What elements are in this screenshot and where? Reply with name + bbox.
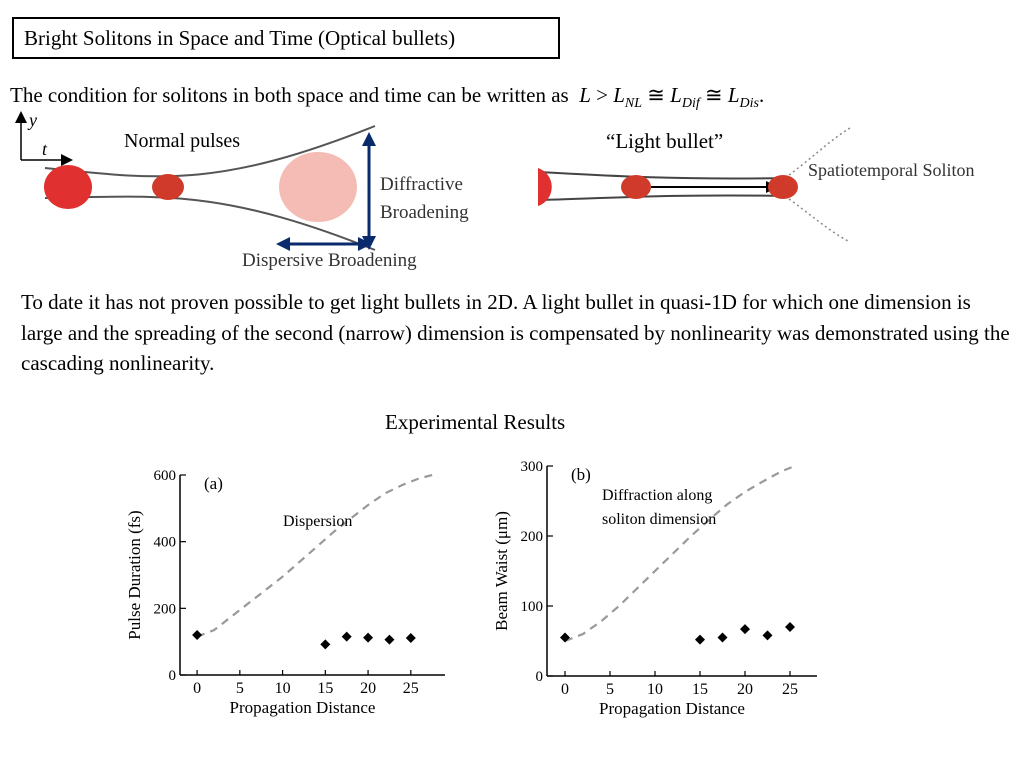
data-point bbox=[785, 622, 795, 632]
dispersive-arrow-head-left bbox=[276, 237, 290, 251]
data-point bbox=[560, 632, 570, 643]
beam-upper-envelope bbox=[44, 125, 376, 178]
x-tick-label: 0 bbox=[561, 681, 569, 698]
x-tick-label: 15 bbox=[692, 681, 708, 698]
diffractive-label-2: Broadening bbox=[380, 202, 469, 223]
chart-a: 0 200 400 600 0 5 10 15 20 25 (a) Propagation Dista… bbox=[125, 468, 445, 717]
body-paragraph: To date it has not proven possible to ge… bbox=[21, 290, 1010, 375]
y-axis-label: Pulse Duration (fs) bbox=[125, 510, 144, 639]
trend-dashed-curve bbox=[564, 464, 795, 643]
soliton-condition-equation: L > LNL ≅ LDif ≅ LDis. bbox=[579, 83, 765, 112]
x-tick-label: 5 bbox=[236, 680, 244, 697]
soliton-lower-boundary bbox=[537, 194, 786, 201]
soliton-upper-boundary bbox=[537, 171, 786, 180]
chart-b: 0 100 200 300 0 5 10 15 20 25 (b) Propagation Dista… bbox=[492, 459, 817, 718]
experimental-results-title: Experimental Results bbox=[385, 410, 566, 434]
chart-annotation: Dispersion bbox=[283, 513, 352, 530]
x-tick-label: 20 bbox=[737, 681, 753, 698]
soliton-pulse-1 bbox=[621, 175, 651, 199]
y-tick-label: 0 bbox=[169, 668, 177, 684]
y-axis-label: y bbox=[27, 110, 37, 130]
slide-title: Bright Solitons in Space and Time (Optic… bbox=[12, 17, 560, 59]
y-axis-label: Beam Waist (μm) bbox=[492, 511, 511, 631]
y-tick-label: 300 bbox=[521, 459, 544, 475]
dispersive-label: Dispersive Broadening bbox=[242, 250, 417, 271]
soliton-pulse-2 bbox=[768, 175, 798, 199]
diffraction-lower-dotted bbox=[784, 195, 851, 243]
data-point bbox=[384, 634, 395, 645]
trend-dashed-curve bbox=[196, 473, 433, 638]
input-pulse bbox=[44, 165, 92, 209]
data-point bbox=[695, 634, 705, 645]
x-tick-label: 10 bbox=[275, 680, 291, 697]
dispersive-arrow-head-right bbox=[358, 237, 372, 251]
normal-pulses-label: Normal pulses bbox=[124, 130, 240, 152]
chart-annotation: soliton dimension bbox=[602, 511, 716, 528]
diffractive-label-1: Diffractive bbox=[380, 174, 463, 195]
light-bullet-diagram: “Light bullet” Spatiotemporal Soliton bbox=[537, 127, 975, 243]
y-tick-label: 0 bbox=[536, 669, 544, 685]
x-axis-label: Propagation Distance bbox=[230, 698, 376, 717]
x-tick-label: 25 bbox=[782, 681, 798, 698]
data-point bbox=[363, 632, 374, 643]
x-tick-label: 25 bbox=[403, 680, 419, 697]
data-point bbox=[192, 630, 203, 640]
data-point bbox=[762, 630, 773, 641]
y-tick-label: 200 bbox=[154, 601, 177, 617]
chart-annotation: Diffraction along bbox=[602, 487, 712, 504]
normal-pulses-diagram: y t Normal pulses Diffractive Broadening… bbox=[15, 110, 469, 271]
data-point bbox=[320, 639, 331, 650]
data-point bbox=[341, 631, 352, 642]
panel-label: (a) bbox=[204, 474, 223, 493]
diffractive-arrow-head-up bbox=[362, 132, 376, 146]
light-bullet-label: “Light bullet” bbox=[606, 129, 723, 153]
x-axis-label: Propagation Distance bbox=[599, 699, 745, 718]
y-tick-label: 200 bbox=[521, 529, 544, 545]
condition-text: The condition for solitons in both space… bbox=[10, 83, 569, 107]
data-point bbox=[740, 624, 750, 635]
x-tick-label: 5 bbox=[606, 681, 614, 698]
y-tick-label: 600 bbox=[154, 468, 177, 484]
data-point bbox=[717, 632, 728, 643]
condition-line: The condition for solitons in both space… bbox=[10, 83, 764, 112]
t-axis-label: t bbox=[42, 139, 48, 159]
y-tick-label: 400 bbox=[154, 535, 177, 551]
broadened-pulse bbox=[279, 152, 357, 222]
input-pulse-right bbox=[538, 168, 552, 206]
x-tick-label: 20 bbox=[360, 680, 376, 697]
propagating-pulse bbox=[152, 174, 184, 200]
panel-label: (b) bbox=[571, 465, 591, 484]
x-tick-label: 0 bbox=[193, 680, 201, 697]
x-tick-label: 15 bbox=[317, 680, 333, 697]
data-point bbox=[405, 633, 416, 643]
soliton-label: Spatiotemporal Soliton bbox=[808, 160, 975, 180]
y-tick-label: 100 bbox=[521, 599, 544, 615]
x-tick-label: 10 bbox=[647, 681, 663, 698]
